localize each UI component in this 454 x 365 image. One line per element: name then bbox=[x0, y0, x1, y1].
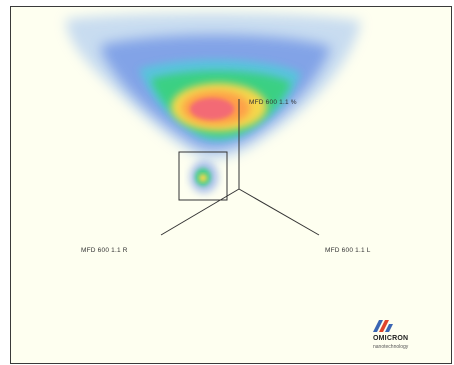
connector-right bbox=[238, 188, 320, 236]
small-density-cluster bbox=[190, 161, 218, 193]
logo-subtitle: nanotechnology bbox=[373, 344, 409, 350]
label-left-axis: MFD 600 1.1 R bbox=[81, 247, 128, 254]
omicron-logo: OMICRON nanotechnology bbox=[373, 320, 449, 360]
connector-left bbox=[160, 188, 240, 236]
label-top-axis: MFD 600 1.1 % bbox=[249, 99, 297, 106]
diagram-frame: MFD 600 1.1 % MFD 600 1.1 R MFD 600 1.1 … bbox=[10, 6, 452, 364]
density-plot bbox=[66, 13, 361, 236]
selection-box bbox=[178, 151, 228, 201]
label-right-axis: MFD 600 1.1 L bbox=[325, 247, 371, 254]
connector-lines bbox=[160, 99, 320, 236]
logo-name: OMICRON bbox=[373, 335, 409, 342]
main-density-cloud bbox=[66, 13, 361, 160]
omicron-logo-mark-icon bbox=[373, 320, 393, 332]
density-peak bbox=[190, 98, 234, 120]
